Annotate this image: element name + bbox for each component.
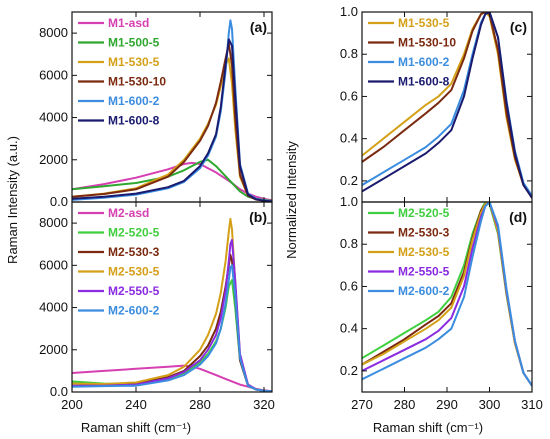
y-tick-label: 0.0 — [50, 194, 68, 209]
x-tick-label: 310 — [521, 397, 543, 412]
x-tick-label: 290 — [436, 397, 458, 412]
legend-label: M2-asd — [108, 206, 149, 220]
series-line-m1-600-8 — [362, 12, 532, 199]
panel-1: 200 240 280 3200.02000400060008000M2-asdM2-… — [39, 201, 275, 412]
y-tick-label: 0.8 — [340, 236, 358, 251]
series-line-m2-600-2 — [362, 202, 532, 387]
y-tick-label: 0.4 — [340, 321, 358, 336]
plot-frame — [71, 201, 273, 393]
legend-label: M1-500-5 — [108, 36, 160, 50]
y-tick-label: 1.0 — [340, 4, 358, 19]
panel-label: (a) — [250, 19, 267, 35]
legend-label: M1-600-8 — [108, 114, 160, 128]
y-tick-label: 4000 — [39, 300, 68, 315]
y-tick-label: 8000 — [39, 215, 68, 230]
series-line-m1-530-10 — [362, 12, 532, 199]
legend-label: M2-600-2 — [108, 304, 160, 318]
x-tick-label: 240 — [125, 397, 147, 412]
legend: M2-520-5 M2-530-3 M2-530-5 M2-550-5 M2-600-2 — [368, 206, 450, 298]
y-tick-label: 1.0 — [340, 194, 358, 209]
y-tick-label: 0.4 — [340, 131, 358, 146]
legend-label: M1-530-10 — [398, 36, 456, 50]
legend: M1-530-5 M1-530-10 M1-600-2 M1-600-8 — [368, 16, 456, 89]
y-tick-label: 2000 — [39, 152, 68, 167]
legend: M2-asd M2-520-5 M2-530-3 M2-530-5 M2-550-5 M2… — [78, 206, 160, 318]
legend-label: M1-600-2 — [108, 94, 160, 108]
y-tick-label: 0.0 — [50, 384, 68, 399]
x-tick-label: 200 — [61, 397, 83, 412]
legend-label: M2-520-5 — [108, 226, 160, 240]
legend-label: M2-530-5 — [108, 265, 160, 279]
y-tick-label: 0.2 — [340, 363, 358, 378]
series-group — [72, 19, 272, 202]
series-group — [72, 217, 272, 392]
x-tick-label: 320 — [253, 397, 275, 412]
legend: M1-asd M1-500-5 M1-530-5 M1-530-10 M1-600-2 M… — [78, 16, 166, 128]
series-line-m2-600-2 — [72, 264, 272, 392]
panel-label: (d) — [509, 209, 527, 225]
y-tick-label: 2000 — [39, 342, 68, 357]
series-line-m1-530-10 — [72, 42, 272, 202]
y-tick-label: 0.2 — [340, 173, 358, 188]
legend-label: M1-600-8 — [398, 75, 450, 89]
legend-label: M2-550-5 — [398, 265, 450, 279]
legend-label: M1-530-5 — [398, 16, 450, 30]
y-tick-label: 0.6 — [340, 88, 358, 103]
left-y-axis-title: Raman Intensity (a.u.) — [5, 136, 20, 264]
legend-label: M2-530-5 — [398, 245, 450, 259]
y-tick-label: 4000 — [39, 110, 68, 125]
x-tick-label: 300 — [479, 397, 501, 412]
right-x-axis-title: Raman shift (cm⁻¹) — [373, 420, 483, 435]
panel-2: 0.2 0.4 0.6 0.8 1.0 M1-530-5 M1-530-10 M1-600-2… — [340, 4, 533, 203]
panel-3: 270 280 290 300 3100.20.40.60.81.0M2-520-5M2… — [340, 194, 543, 412]
panel-label: (b) — [249, 209, 267, 225]
panels: 0.0 2000 4000 6000 8000 M1-asd M1-500-5 M1-530-… — [39, 4, 543, 412]
legend-label: M1-600-2 — [398, 55, 450, 69]
y-tick-label: 0.8 — [340, 46, 358, 61]
right-y-axis-title: Normalized Intensity — [284, 141, 299, 259]
panel-0: 0.0 2000 4000 6000 8000 M1-asd M1-500-5 M1-530-… — [39, 11, 273, 209]
legend-label: M1-530-10 — [108, 75, 166, 89]
series-group — [362, 202, 532, 387]
legend-label: M1-asd — [108, 16, 149, 30]
panel-label: (c) — [510, 19, 527, 35]
x-tick-label: 280 — [394, 397, 416, 412]
y-tick-label: 0.6 — [340, 278, 358, 293]
legend-label: M2-520-5 — [398, 206, 450, 220]
left-x-axis-title: Raman shift (cm⁻¹) — [81, 420, 191, 435]
legend-label: M2-530-3 — [398, 226, 450, 240]
legend-label: M1-530-5 — [108, 55, 160, 69]
y-tick-label: 6000 — [39, 257, 68, 272]
series-group — [362, 12, 532, 199]
legend-label: M2-550-5 — [108, 284, 160, 298]
y-tick-label: 8000 — [39, 25, 68, 40]
y-tick-label: 6000 — [39, 67, 68, 82]
legend-label: M2-600-2 — [398, 284, 450, 298]
legend-label: M2-530-3 — [108, 245, 160, 259]
series-line-m1-600-8 — [72, 38, 272, 202]
x-tick-label: 270 — [351, 397, 373, 412]
x-tick-label: 280 — [189, 397, 211, 412]
